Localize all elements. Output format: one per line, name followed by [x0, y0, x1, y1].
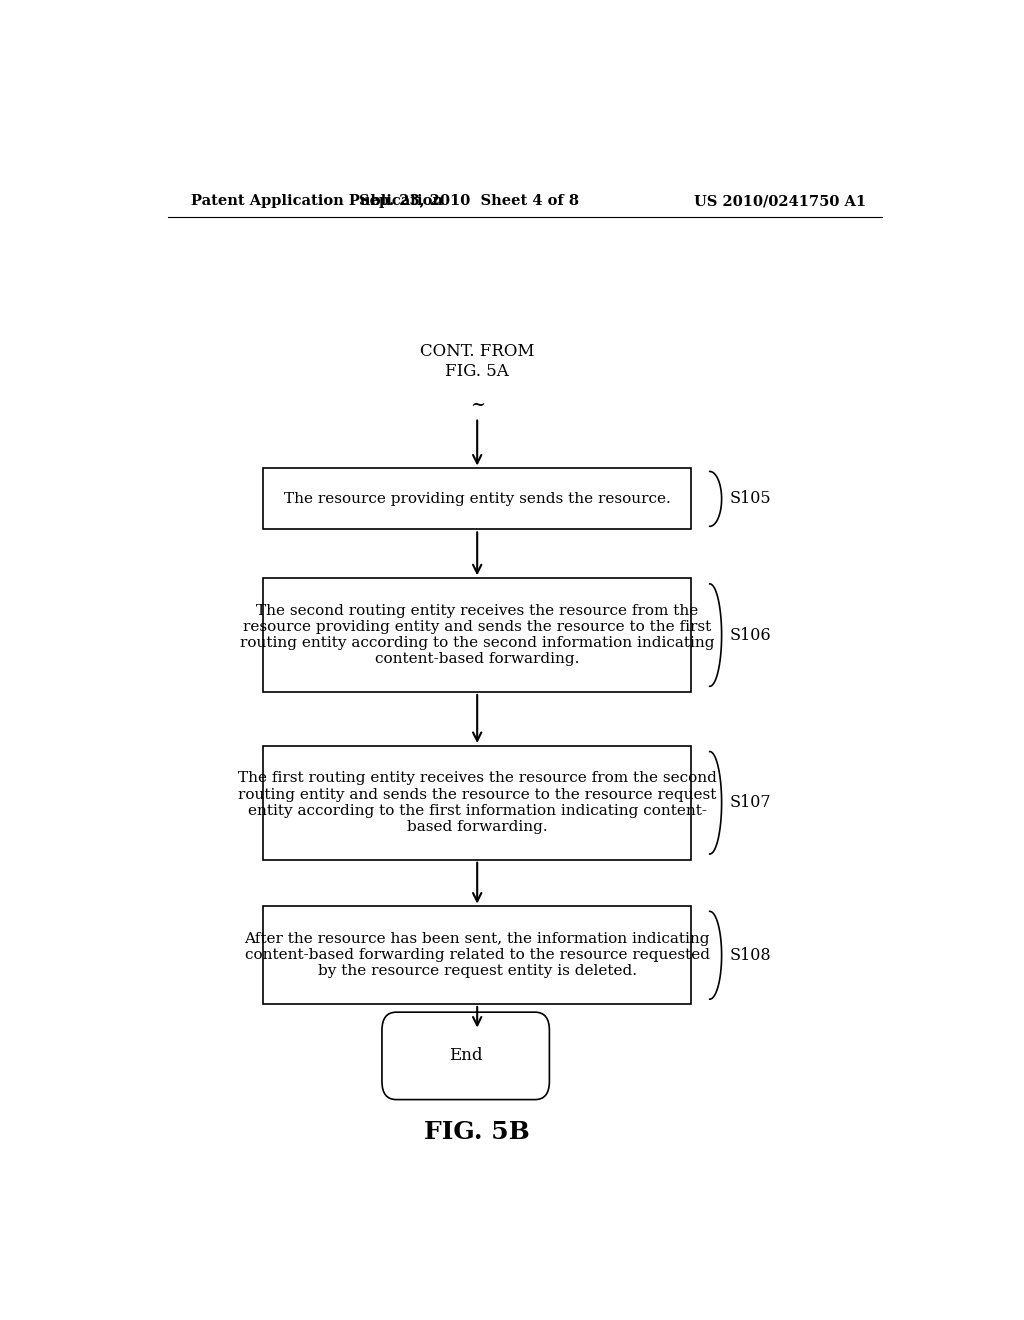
Text: The resource providing entity sends the resource.: The resource providing entity sends the … — [284, 492, 671, 506]
Text: After the resource has been sent, the information indicating
content-based forwa: After the resource has been sent, the in… — [245, 932, 710, 978]
Text: End: End — [449, 1047, 482, 1064]
Text: US 2010/0241750 A1: US 2010/0241750 A1 — [694, 194, 866, 209]
Text: Patent Application Publication: Patent Application Publication — [191, 194, 443, 209]
Text: CONT. FROM
FIG. 5A: CONT. FROM FIG. 5A — [420, 343, 535, 380]
Text: The second routing entity receives the resource from the
resource providing enti: The second routing entity receives the r… — [240, 603, 715, 667]
Text: S107: S107 — [729, 795, 771, 812]
Text: ~: ~ — [470, 396, 484, 414]
Bar — [263, 469, 691, 529]
Bar — [263, 907, 691, 1005]
Text: S108: S108 — [729, 946, 771, 964]
Bar — [263, 746, 691, 859]
Text: S106: S106 — [729, 627, 771, 644]
Text: FIG. 5B: FIG. 5B — [424, 1121, 530, 1144]
Bar — [263, 578, 691, 692]
Text: The first routing entity receives the resource from the second
routing entity an: The first routing entity receives the re… — [238, 771, 717, 834]
Text: S105: S105 — [729, 491, 771, 507]
FancyBboxPatch shape — [382, 1012, 550, 1100]
Text: Sep. 23, 2010  Sheet 4 of 8: Sep. 23, 2010 Sheet 4 of 8 — [359, 194, 580, 209]
